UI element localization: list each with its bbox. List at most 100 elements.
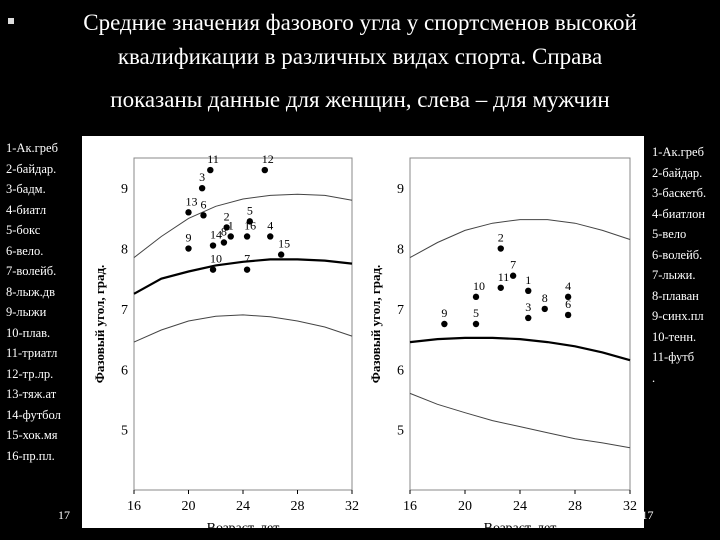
legend-men-item: 7-волейб. (6, 264, 57, 278)
chart0-point-label: 5 (247, 203, 253, 217)
legend-women-item: 7-лыжи. (652, 268, 696, 282)
chart0-point-label: 9 (186, 231, 192, 245)
chart1-point-label: 8 (542, 291, 548, 305)
legend-men-item: 3-бадм. (6, 182, 46, 196)
slide-number-right: 117 (636, 508, 654, 522)
chart1-data-point (525, 314, 532, 322)
chart0-point-label: 16 (244, 218, 256, 232)
chart0-data-point (209, 266, 217, 273)
chart1-data-point (497, 284, 504, 291)
title-line-2: квалификации в различных видах спорта. С… (117, 44, 603, 69)
chart1-point-label: 10 (473, 279, 485, 293)
legend-men-item: 10-плав. (6, 325, 51, 340)
chart1-point-label: 6 (565, 297, 571, 311)
slide-title: Средние значения фазового угла у спортсм… (0, 6, 720, 117)
chart1-point-label: 9 (441, 306, 447, 320)
chart1-y-axis-label: Фазовый угол, град. (368, 265, 383, 384)
legend-women: 1-Ак.греб 2-байдар. 3-баскетб. 4-биатлон 5-в… (652, 142, 706, 388)
chart0-point-label: 11 (207, 152, 219, 166)
chart1-data-point (509, 272, 517, 279)
legend-women-item: 10-тенн. (652, 329, 697, 344)
title-line-1: Средние значения фазового угла у спортсм… (83, 10, 637, 35)
chart0-point-label: 1 (228, 218, 234, 232)
chart1-point-label: 1 (525, 273, 531, 287)
chart0-data-point (207, 166, 214, 174)
chart0-point-label: 6 (200, 197, 206, 211)
chart0-point-label: 4 (267, 218, 273, 232)
chart0-data-point (198, 184, 206, 192)
chart0-norm-curve (133, 258, 353, 295)
legend-women-item: 4-биатлон (652, 206, 706, 221)
chart0-data-point (223, 224, 230, 231)
chart1-y-tick-label: 5 (397, 424, 404, 439)
legend-men-item: 13-тяж.ат (6, 387, 57, 401)
chart0-x-tick-label: 20 (182, 499, 196, 514)
chart1-x-tick-label: 28 (568, 499, 582, 514)
chart0-norm-curve (133, 314, 353, 343)
chart0-x-tick-label: 28 (291, 499, 305, 514)
chart0-point-label: 7 (244, 252, 250, 266)
legend-men-item: 4-биатл (6, 202, 47, 217)
chart0-data-point (243, 233, 251, 240)
chart1-point-label: 5 (473, 306, 479, 320)
bullet-icon (8, 18, 14, 24)
chart1-data-point (564, 311, 572, 319)
legend-men-item: 2-байдар. (6, 161, 57, 176)
chart1-x-tick-label: 32 (623, 499, 637, 514)
chart1-data-point (564, 293, 572, 301)
chart0-x-tick-label: 16 (127, 499, 141, 514)
slide-number-left: 17 (58, 508, 70, 522)
legend-women-item: 3-баскетб. (652, 186, 707, 200)
chart0-data-point (277, 251, 285, 258)
legend-men: 1-Ак.греб 2-байдар. 3-бадм. 4-биатл 5-бокс 6-… (6, 138, 61, 466)
chart0-point-label: 8 (221, 225, 227, 239)
legend-men-item: 15-хок.мя (6, 428, 58, 442)
chart0-y-tick-label: 6 (121, 363, 128, 378)
chart1-y-tick-label: 8 (397, 243, 404, 258)
chart1-x-tick-label: 20 (458, 499, 472, 514)
chart-men-svg: 162024283256789Возраст, летФазовый угол,… (92, 152, 359, 528)
chart0-data-point (267, 233, 274, 240)
legend-women-item: 1-Ак.греб (652, 145, 704, 159)
chart1-x-axis-label: Возраст, лет (484, 521, 557, 528)
chart1-point-label: 3 (525, 300, 531, 314)
chart0-y-axis-label: Фазовый угол, град. (92, 265, 107, 384)
legend-women-item: . (652, 370, 656, 385)
chart1-data-point (472, 320, 480, 328)
legend-men-item: 16-пр.пл. (6, 448, 55, 463)
legend-women-item: 8-плаван (652, 288, 699, 303)
chart1-y-tick-label: 6 (397, 363, 404, 378)
chart0-data-point (185, 209, 192, 216)
chart1-point-label: 11 (498, 270, 510, 284)
chart0-point-label: 2 (224, 209, 230, 223)
chart1-data-point (525, 287, 532, 294)
chart0-point-label: 12 (262, 152, 274, 166)
chart1-point-label: 4 (565, 279, 571, 293)
chart0-point-label: 10 (210, 252, 222, 266)
chart0-data-point (185, 245, 192, 252)
legend-women-item: 5-вело (652, 227, 687, 241)
chart0-data-point (209, 242, 217, 249)
chart0-point-label: 3 (199, 170, 205, 184)
chart1-y-tick-label: 9 (397, 182, 404, 197)
title-line-3: показаны данные для женщин, слева – для … (110, 87, 610, 112)
chart1-x-tick-label: 16 (403, 499, 417, 514)
legend-men-item: 14-футбол (6, 407, 61, 422)
legend-women-item: 11-футб (652, 350, 695, 364)
chart0-x-tick-label: 32 (345, 499, 359, 514)
legend-men-item: 5-бокс (6, 223, 41, 237)
legend-women-item: 2-байдар. (652, 165, 703, 180)
chart0-y-tick-label: 8 (121, 243, 128, 258)
chart1-norm-curve (409, 392, 631, 449)
legend-women-item: 6-волейб. (652, 247, 703, 262)
chart0-x-tick-label: 24 (236, 499, 250, 514)
chart0-x-axis-label: Возраст, лет (207, 521, 280, 528)
chart0-point-label: 13 (186, 194, 198, 208)
chart0-plot-frame (133, 157, 353, 491)
chart1-x-tick-label: 24 (513, 499, 527, 514)
legend-men-item: 9-лыжи (6, 305, 47, 319)
chart0-data-point (220, 239, 228, 246)
chart1-y-tick-label: 7 (397, 303, 404, 318)
legend-men-item: 8-лыж.дв (6, 284, 56, 299)
